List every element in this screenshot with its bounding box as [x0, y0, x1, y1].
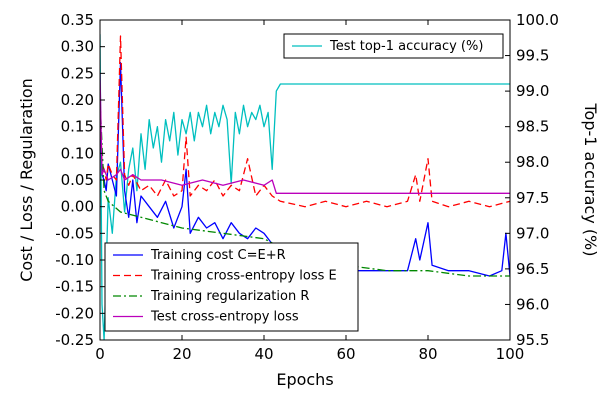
- y-right-tick-label: 96.5: [516, 260, 549, 278]
- y-left-tick-label: -0.10: [55, 251, 94, 269]
- y-right-tick-label: 97.0: [516, 224, 549, 242]
- y-left-tick-label: -0.20: [55, 304, 94, 322]
- y-left-tick-label: -0.05: [55, 224, 94, 242]
- y-left-tick-label: 0.35: [61, 11, 94, 29]
- legend-entry-label: Test cross-entropy loss: [150, 310, 299, 325]
- x-tick-label: 20: [172, 345, 191, 363]
- x-tick-label: 80: [418, 345, 437, 363]
- x-tick-label: 60: [336, 345, 355, 363]
- legend-box: [104, 242, 359, 332]
- y-left-tick-label: 0.25: [61, 64, 94, 82]
- y-left-tick-label: 0.10: [61, 144, 94, 162]
- y-right-axis-label: Top-1 accuracy (%): [581, 103, 600, 257]
- legend-top: Test top-1 accuracy (%): [283, 33, 504, 59]
- ticks-layer: 0 20 40 60 80 100 0.35 0.30 0.25 0.20 0.15 0.10 0.05…: [55, 11, 559, 363]
- y-right-tick-label: 99.5: [516, 47, 549, 65]
- y-right-tick-label: 96.0: [516, 295, 549, 313]
- y-right-tick-label: 100.0: [516, 11, 559, 29]
- series-line-4: [100, 34, 510, 340]
- y-left-tick-label: 0.20: [61, 91, 94, 109]
- series-line-0: [100, 62, 510, 277]
- y-right-tick-label: 95.5: [516, 331, 549, 349]
- legend-entry-label: Training cost C=E+R: [150, 248, 286, 263]
- x-axis-label: Epochs: [276, 370, 333, 389]
- y-left-tick-label: -0.25: [55, 331, 94, 349]
- y-right-tick-label: 98.5: [516, 118, 549, 136]
- y-left-tick-label: 0.30: [61, 38, 94, 56]
- y-right-tick-label: 99.0: [516, 82, 549, 100]
- legend-bottom: Training cost C=E+R Training cross-entrop…: [104, 242, 359, 332]
- x-tick-label: 0: [95, 345, 105, 363]
- legend-entry-label: Training regularization R: [150, 289, 309, 304]
- y-left-tick-label: -0.15: [55, 278, 94, 296]
- legend-entry-label: Training cross-entropy loss E: [150, 269, 337, 284]
- y-left-tick-label: 0.15: [61, 118, 94, 136]
- x-tick-label: 100: [496, 345, 525, 363]
- series-layer: [100, 34, 510, 340]
- y-left-tick-label: 0.00: [61, 198, 94, 216]
- series-line-1: [100, 35, 510, 208]
- series-line-2: [100, 99, 510, 277]
- x-tick-label: 40: [254, 345, 273, 363]
- y-left-tick-label: 0.05: [61, 171, 94, 189]
- y-right-tick-label: 97.5: [516, 189, 549, 207]
- y-left-axis-label: Cost / Loss / Regularation: [17, 78, 36, 282]
- y-right-tick-label: 98.0: [516, 153, 549, 171]
- series-line-3: [100, 73, 510, 194]
- legend-entry-label: Test top-1 accuracy (%): [329, 39, 483, 54]
